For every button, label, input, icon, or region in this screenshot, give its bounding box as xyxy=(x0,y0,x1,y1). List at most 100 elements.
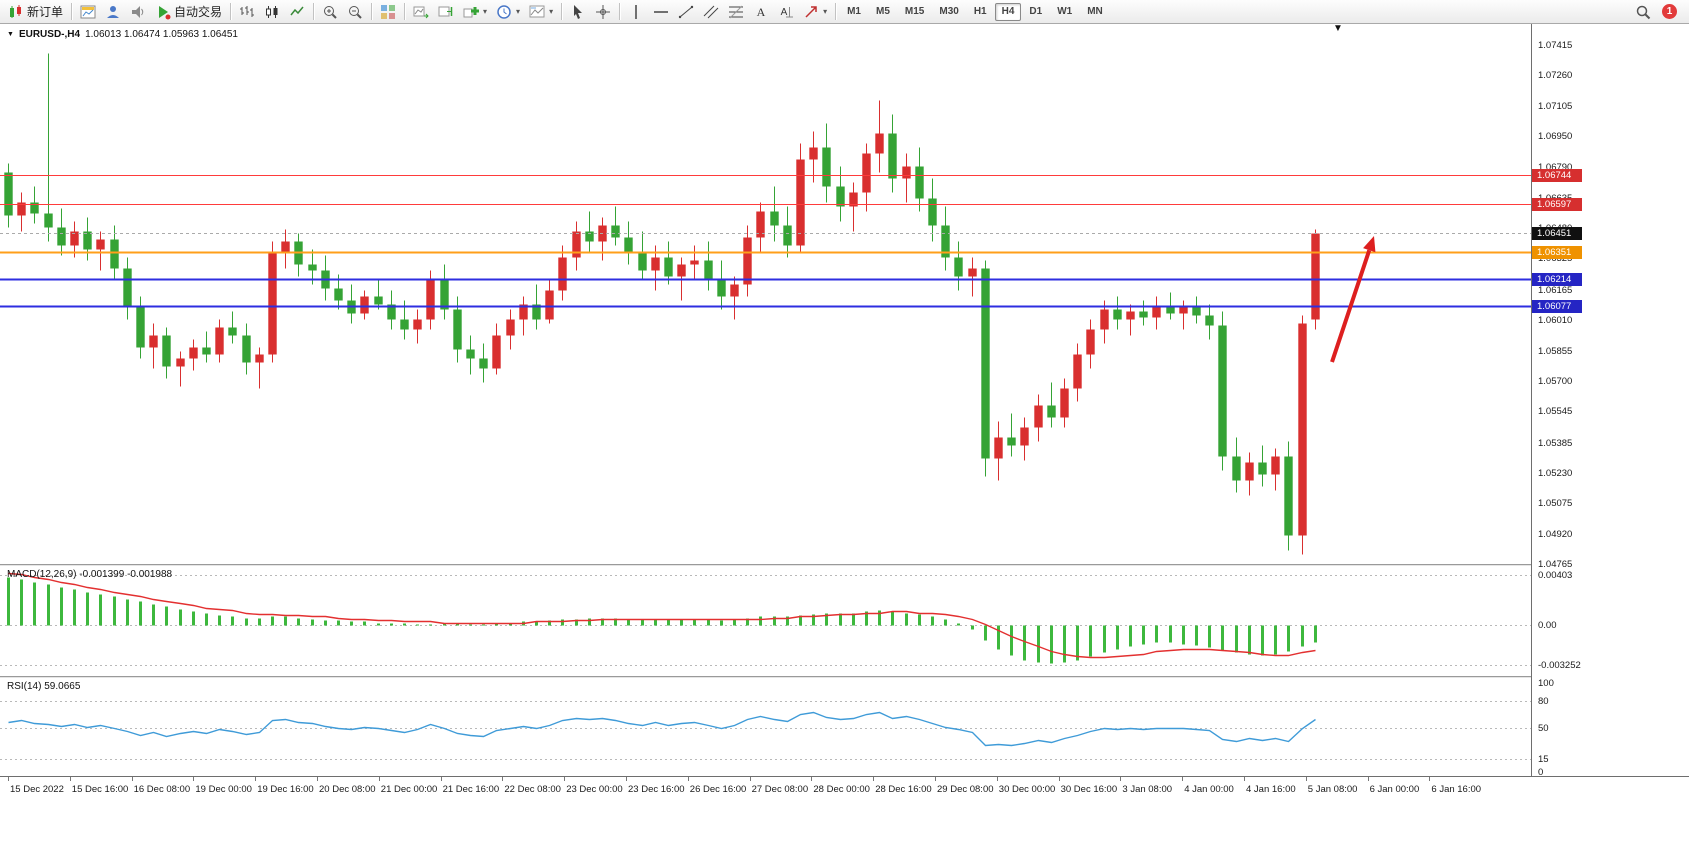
vertical-line-button[interactable] xyxy=(624,2,648,22)
price-tick: 1.06010 xyxy=(1538,314,1573,326)
time-tick xyxy=(440,777,442,781)
scroll-icon xyxy=(413,4,429,20)
price-tick: 1.06950 xyxy=(1538,130,1573,142)
sound-icon xyxy=(130,4,146,20)
search-button[interactable] xyxy=(1631,2,1655,22)
shift-icon xyxy=(438,4,454,20)
price-tick: 1.05075 xyxy=(1538,497,1573,509)
timeframe-m30-button[interactable]: M30 xyxy=(939,6,959,17)
rsi-label: RSI(14) 59.0665 xyxy=(7,681,81,692)
line-chart-button[interactable] xyxy=(285,2,309,22)
macd-tick: 0.00 xyxy=(1538,619,1557,631)
market-watch-button[interactable] xyxy=(101,2,125,22)
macd-tick: -0.003252 xyxy=(1538,659,1581,671)
time-label: 3 Jan 08:00 xyxy=(1122,784,1173,795)
arrows-button[interactable]: ▾ xyxy=(799,2,831,22)
candlestick-chart-button[interactable] xyxy=(260,2,284,22)
chevron-down-icon: ▾ xyxy=(516,7,521,16)
time-tick xyxy=(564,777,566,781)
bar-chart-button[interactable] xyxy=(235,2,259,22)
toolbar-separator xyxy=(561,3,563,20)
price-axis[interactable]: 1.074151.072601.071051.069501.067901.066… xyxy=(1531,24,1689,778)
price-tick: 1.07105 xyxy=(1538,100,1573,112)
timeframe-h1-button[interactable]: H1 xyxy=(973,6,987,17)
tile-windows-button[interactable] xyxy=(376,2,400,22)
time-tick xyxy=(996,777,998,781)
chart-shift-marker[interactable]: ▼ xyxy=(1333,23,1343,34)
toolbar-separator xyxy=(371,3,373,20)
horizontal-line-button[interactable] xyxy=(649,2,673,22)
timeframe-h4-button[interactable]: H4 xyxy=(994,2,1022,21)
time-label: 19 Dec 00:00 xyxy=(195,784,252,795)
price-tick: 1.06790 xyxy=(1538,161,1573,173)
arrowobj-icon xyxy=(803,4,819,20)
panel-separator[interactable] xyxy=(0,564,1689,566)
fibonacci-button[interactable] xyxy=(724,2,748,22)
timeframe-m5-button[interactable]: M5 xyxy=(876,6,890,17)
macd-label: MACD(12,26,9) -0.001399 -0.001988 xyxy=(7,569,173,580)
time-tick xyxy=(687,777,689,781)
zoom-in-button[interactable] xyxy=(318,2,342,22)
crosshair-button[interactable] xyxy=(591,2,615,22)
timeframe-m15-button[interactable]: M15 xyxy=(904,6,925,17)
new-chart-button[interactable]: ▾ xyxy=(459,2,491,22)
profile-icon xyxy=(105,4,121,20)
rsi-panel[interactable] xyxy=(0,678,1531,776)
time-tick xyxy=(317,777,318,781)
time-label: 21 Dec 16:00 xyxy=(442,784,500,795)
new-order-button[interactable]: 新订单 xyxy=(4,2,67,22)
indicators-button[interactable]: ▾ xyxy=(525,2,557,22)
time-tick xyxy=(1182,777,1184,781)
profiles-button[interactable]: ▾ xyxy=(492,2,524,22)
time-tick xyxy=(502,777,504,781)
zoomin-icon xyxy=(322,4,338,20)
macd-signal-line xyxy=(8,572,1316,659)
equidistant-channel-button[interactable] xyxy=(699,2,723,22)
toolbar-separator xyxy=(404,3,406,20)
text-button[interactable]: A xyxy=(749,2,773,22)
auto-scroll-button[interactable] xyxy=(409,2,433,22)
vline-icon xyxy=(628,4,644,20)
news-button[interactable] xyxy=(126,2,150,22)
time-tick xyxy=(1429,777,1431,781)
main-chart[interactable] xyxy=(0,24,1531,564)
time-label: 26 Dec 16:00 xyxy=(689,784,747,795)
timeframe-m1-button[interactable]: M1 xyxy=(847,6,861,17)
chevron-down-icon: ▾ xyxy=(823,7,828,16)
time-label: 4 Jan 16:00 xyxy=(1246,784,1296,795)
crosshair-icon xyxy=(595,4,611,20)
chart-symbol-period: EURUSD-,H4 xyxy=(18,29,81,40)
time-label: 28 Dec 00:00 xyxy=(813,784,870,795)
autotrading-button[interactable]: 自动交易 xyxy=(151,2,226,22)
chart-shift-button[interactable] xyxy=(434,2,458,22)
time-label: 20 Dec 08:00 xyxy=(319,784,376,795)
new-order-button-label: 新订单 xyxy=(27,5,64,19)
trendline-button[interactable] xyxy=(674,2,698,22)
toolbar-separator xyxy=(835,3,837,20)
price-badge: 1.06597 xyxy=(1532,198,1582,211)
time-axis[interactable]: 15 Dec 2022 15 Dec 16:00 16 Dec 08:00 19 De… xyxy=(0,776,1689,802)
timeframe-w1-button[interactable]: W1 xyxy=(1057,6,1073,17)
time-tick xyxy=(193,777,195,781)
time-label: 29 Dec 08:00 xyxy=(937,784,994,795)
arrow-object-head xyxy=(1363,236,1376,253)
timeframe-mn-button[interactable]: MN xyxy=(1087,6,1103,17)
chart-window[interactable]: ▼ EURUSD-,H4 1.06013 1.06474 1.05963 1.0… xyxy=(0,23,1689,861)
timeframe-d1-button[interactable]: D1 xyxy=(1029,6,1043,17)
zoomout-icon xyxy=(347,4,363,20)
time-label: 23 Dec 16:00 xyxy=(628,784,685,795)
toolbar-separator xyxy=(230,3,232,20)
cursor-button[interactable] xyxy=(566,2,590,22)
time-label: 30 Dec 16:00 xyxy=(1060,784,1118,795)
time-label: 15 Dec 16:00 xyxy=(71,784,129,795)
macd-panel[interactable] xyxy=(0,566,1531,676)
arrow-object[interactable] xyxy=(1330,249,1372,363)
zoom-out-button[interactable] xyxy=(343,2,367,22)
channel-icon xyxy=(703,4,719,20)
text-label-button[interactable]: A xyxy=(774,2,798,22)
notification-badge[interactable]: 1 xyxy=(1662,4,1677,19)
price-badge: 1.06451 xyxy=(1532,227,1582,240)
chart-windows-button[interactable] xyxy=(76,2,100,22)
panel-separator[interactable] xyxy=(0,676,1689,678)
symbol-dropdown-icon[interactable]: ▼ xyxy=(7,31,14,38)
